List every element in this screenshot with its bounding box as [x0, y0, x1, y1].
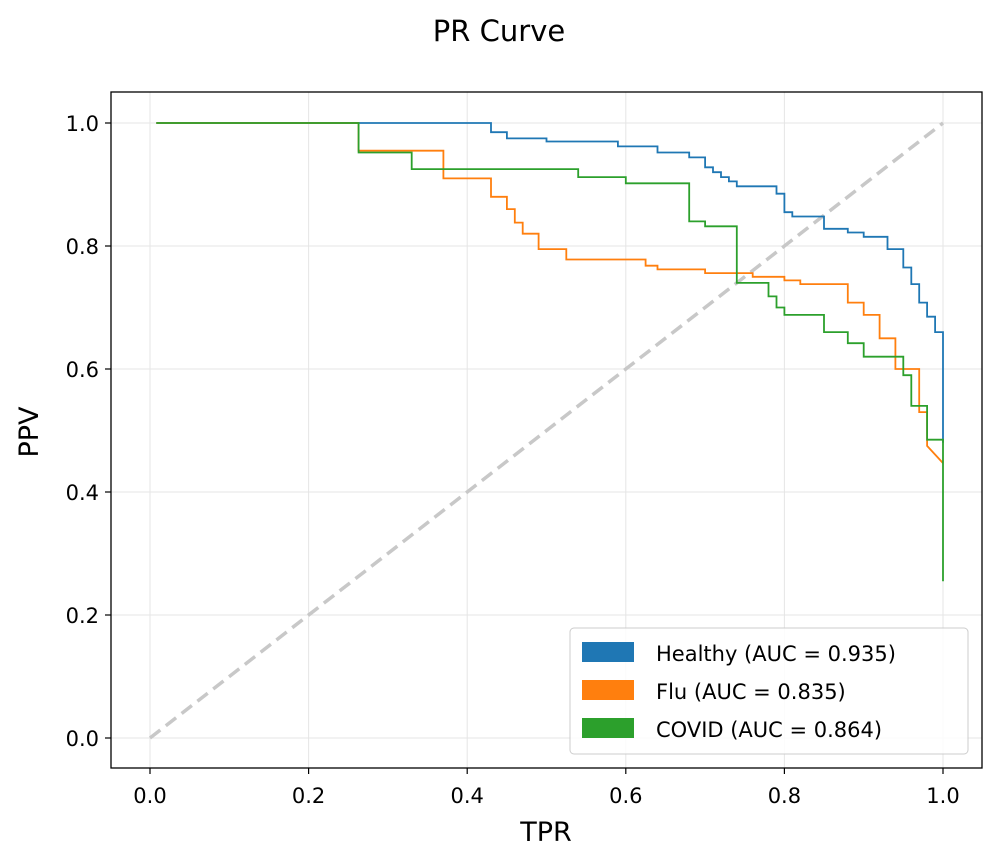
series-group	[156, 122, 944, 582]
y-tick-label: 0.6	[66, 358, 99, 382]
x-axis-ticks: 0.0 0.2 0.4 0.6 0.8 1.0	[133, 768, 960, 808]
y-tick-label: 0.4	[66, 481, 99, 505]
x-axis-label: TPR	[519, 817, 572, 848]
legend-swatch-flu	[582, 680, 634, 700]
legend-frame	[569, 627, 969, 755]
x-tick-label: 0.2	[292, 784, 325, 808]
reference-line-group	[148, 121, 945, 740]
legend-label-covid: COVID (AUC = 0.864)	[656, 718, 882, 742]
legend-swatch-covid	[582, 718, 634, 738]
series-line-covid	[156, 122, 944, 582]
series-line-flu	[156, 122, 944, 464]
legend-label-flu: Flu (AUC = 0.835)	[656, 680, 846, 704]
plot-area-frame	[110, 91, 983, 769]
legend-swatch-healthy	[582, 642, 634, 662]
chance-reference-line	[148, 121, 945, 740]
x-tick-label: 1.0	[926, 784, 959, 808]
legend: Healthy (AUC = 0.935) Flu (AUC = 0.835) …	[569, 627, 969, 755]
y-tick-label: 1.0	[66, 112, 99, 136]
x-tick-label: 0.4	[450, 784, 483, 808]
x-tick-label: 0.8	[768, 784, 801, 808]
chart-title: PR Curve	[433, 14, 565, 48]
x-tick-label: 0.0	[133, 784, 166, 808]
series-line-healthy	[156, 122, 944, 443]
y-axis-label: PPV	[14, 406, 45, 458]
y-tick-label: 0.2	[66, 604, 99, 628]
y-tick-label: 0.0	[66, 727, 99, 751]
x-tick-label: 0.6	[609, 784, 642, 808]
legend-label-healthy: Healthy (AUC = 0.935)	[656, 642, 896, 666]
y-axis-ticks: 0.0 0.2 0.4 0.6 0.8 1.0	[66, 112, 111, 751]
y-tick-label: 0.8	[66, 235, 99, 259]
